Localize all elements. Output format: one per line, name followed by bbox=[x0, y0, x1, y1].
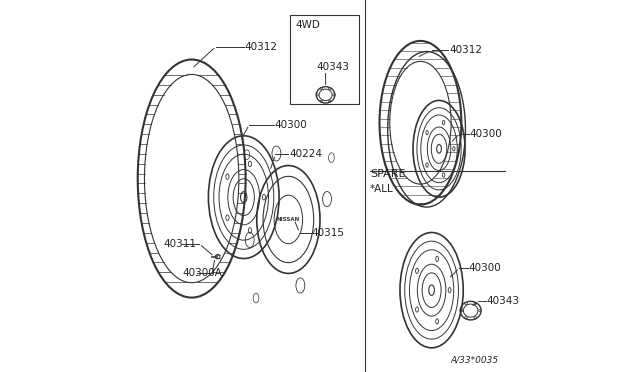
Text: 40343: 40343 bbox=[316, 62, 349, 72]
Text: 40300A: 40300A bbox=[182, 269, 222, 278]
Text: 40312: 40312 bbox=[244, 42, 278, 51]
Text: 40300: 40300 bbox=[275, 120, 307, 129]
Text: 40300: 40300 bbox=[470, 129, 502, 139]
Text: 40315: 40315 bbox=[312, 228, 344, 237]
Text: A/33*0035: A/33*0035 bbox=[451, 356, 499, 365]
Text: 40312: 40312 bbox=[449, 45, 482, 55]
Text: NISSAN: NISSAN bbox=[276, 217, 300, 222]
Text: 40224: 40224 bbox=[289, 150, 322, 159]
Text: SPARE: SPARE bbox=[370, 169, 406, 179]
Text: *ALL: *ALL bbox=[370, 184, 394, 194]
Text: 40311: 40311 bbox=[164, 239, 196, 248]
Bar bbox=[291, 15, 359, 104]
Text: 40300: 40300 bbox=[468, 263, 502, 273]
Text: 40343: 40343 bbox=[486, 296, 519, 306]
Text: 4WD: 4WD bbox=[296, 20, 321, 31]
